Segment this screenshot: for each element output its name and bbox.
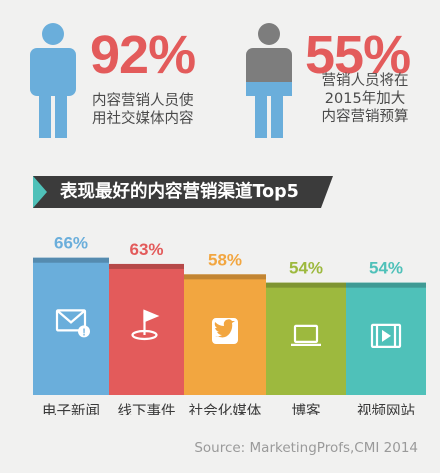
channel-bar-chart: 66%! 电子新闻 63% 线下事件 58% 社会化媒体 54% 博客 54% 视频网站 (33, 234, 426, 415)
section-banner (33, 176, 333, 208)
bar-value-label-3: 54% (289, 259, 323, 278)
stat-92-line-1: 内容营销人员使 (92, 93, 194, 109)
category-label-1: 线下事件 (118, 403, 176, 415)
bar-top-0 (33, 257, 109, 263)
bar-group-3: 54% 博客 (266, 259, 346, 415)
stat-92-line-2: 用社交媒体内容 (92, 111, 194, 127)
stat-55-value: 55% (305, 25, 411, 85)
category-label-3: 博客 (292, 403, 321, 415)
bar-top-3 (266, 282, 346, 288)
section-title: 表现最好的内容营销渠道Top5 (60, 182, 299, 202)
bar-group-1: 63% 线下事件 (109, 240, 184, 415)
stat-55-line-3: 内容营销预算 (321, 109, 409, 125)
stat-92-value: 92% (90, 25, 196, 85)
bar-group-0: 66%! 电子新闻 (33, 234, 109, 415)
bar-value-label-2: 58% (208, 250, 242, 269)
stat-55-line-1: 营销人员将在 (321, 73, 409, 89)
stat-55-line-2: 2015年加大 (324, 91, 406, 107)
person-blue-icon (30, 23, 76, 138)
email-alert-icon: ! (55, 309, 90, 338)
person-gray-blue-icon (246, 23, 292, 138)
bar-0 (33, 257, 109, 395)
laptop-icon (291, 324, 321, 346)
source-caption: Source: MarketingProfs,CMI 2014 (194, 440, 418, 456)
bar-value-label-1: 63% (129, 240, 163, 259)
bar-group-4: 54% 视频网站 (346, 259, 426, 415)
bar-top-4 (346, 282, 426, 288)
video-icon (370, 323, 402, 348)
category-label-2: 社会化媒体 (189, 403, 262, 415)
twitter-icon (212, 318, 238, 345)
svg-text:!: ! (82, 327, 85, 338)
bar-top-1 (109, 263, 184, 269)
stat-55-desc: 营销人员将在 2015年加大 内容营销预算 (305, 72, 425, 126)
bar-value-label-4: 54% (369, 259, 403, 278)
flag-icon (131, 309, 160, 341)
category-label-4: 视频网站 (357, 403, 415, 415)
bar-3 (266, 282, 346, 395)
bar-top-2 (184, 274, 266, 280)
category-label-0: 电子新闻 (42, 403, 100, 415)
bar-group-2: 58% 社会化媒体 (184, 250, 266, 415)
bar-1 (109, 263, 184, 395)
bar-value-label-0: 66% (54, 234, 88, 253)
stat-92-desc: 内容营销人员使 用社交媒体内容 (92, 92, 194, 128)
